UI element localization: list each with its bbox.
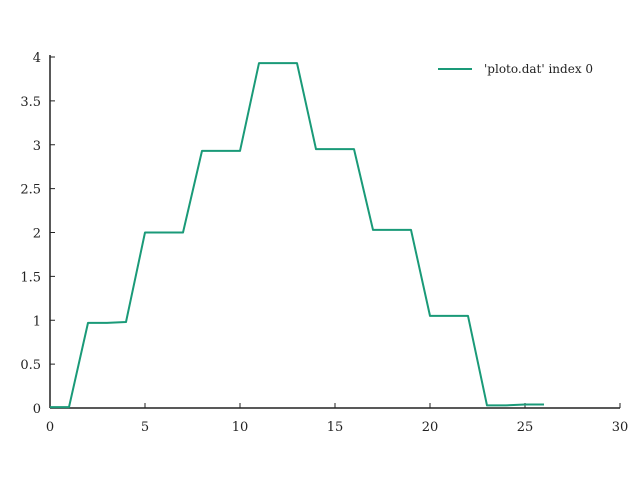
- x-tick-label: 20: [422, 420, 439, 435]
- y-tick-label: 4: [33, 51, 41, 66]
- legend: 'ploto.dat' index 0: [438, 62, 593, 76]
- y-tick-label: 2.5: [20, 183, 41, 198]
- y-tick-label: 0: [33, 402, 41, 417]
- x-tick-label: 5: [141, 420, 149, 435]
- y-axis-ticks: 0 0.5 1 1.5 2 2.5 3 3.5 4: [20, 51, 55, 417]
- x-axis-ticks: 0 5 10 15 20 25 30: [46, 403, 628, 435]
- legend-label: 'ploto.dat' index 0: [484, 62, 593, 76]
- y-tick-label: 1: [33, 314, 41, 329]
- x-tick-label: 10: [232, 420, 249, 435]
- y-tick-label: 2: [33, 227, 41, 242]
- series-line: [50, 62, 544, 409]
- x-tick-label: 0: [46, 420, 54, 435]
- y-tick-label: 3.5: [20, 95, 41, 110]
- y-tick-label: 0.5: [20, 358, 41, 373]
- x-tick-label: 30: [612, 420, 629, 435]
- x-tick-label: 15: [327, 420, 344, 435]
- y-tick-label: 3: [33, 139, 41, 154]
- x-tick-label: 25: [517, 420, 534, 435]
- series-layer: [50, 62, 544, 409]
- y-tick-label: 1.5: [20, 270, 41, 285]
